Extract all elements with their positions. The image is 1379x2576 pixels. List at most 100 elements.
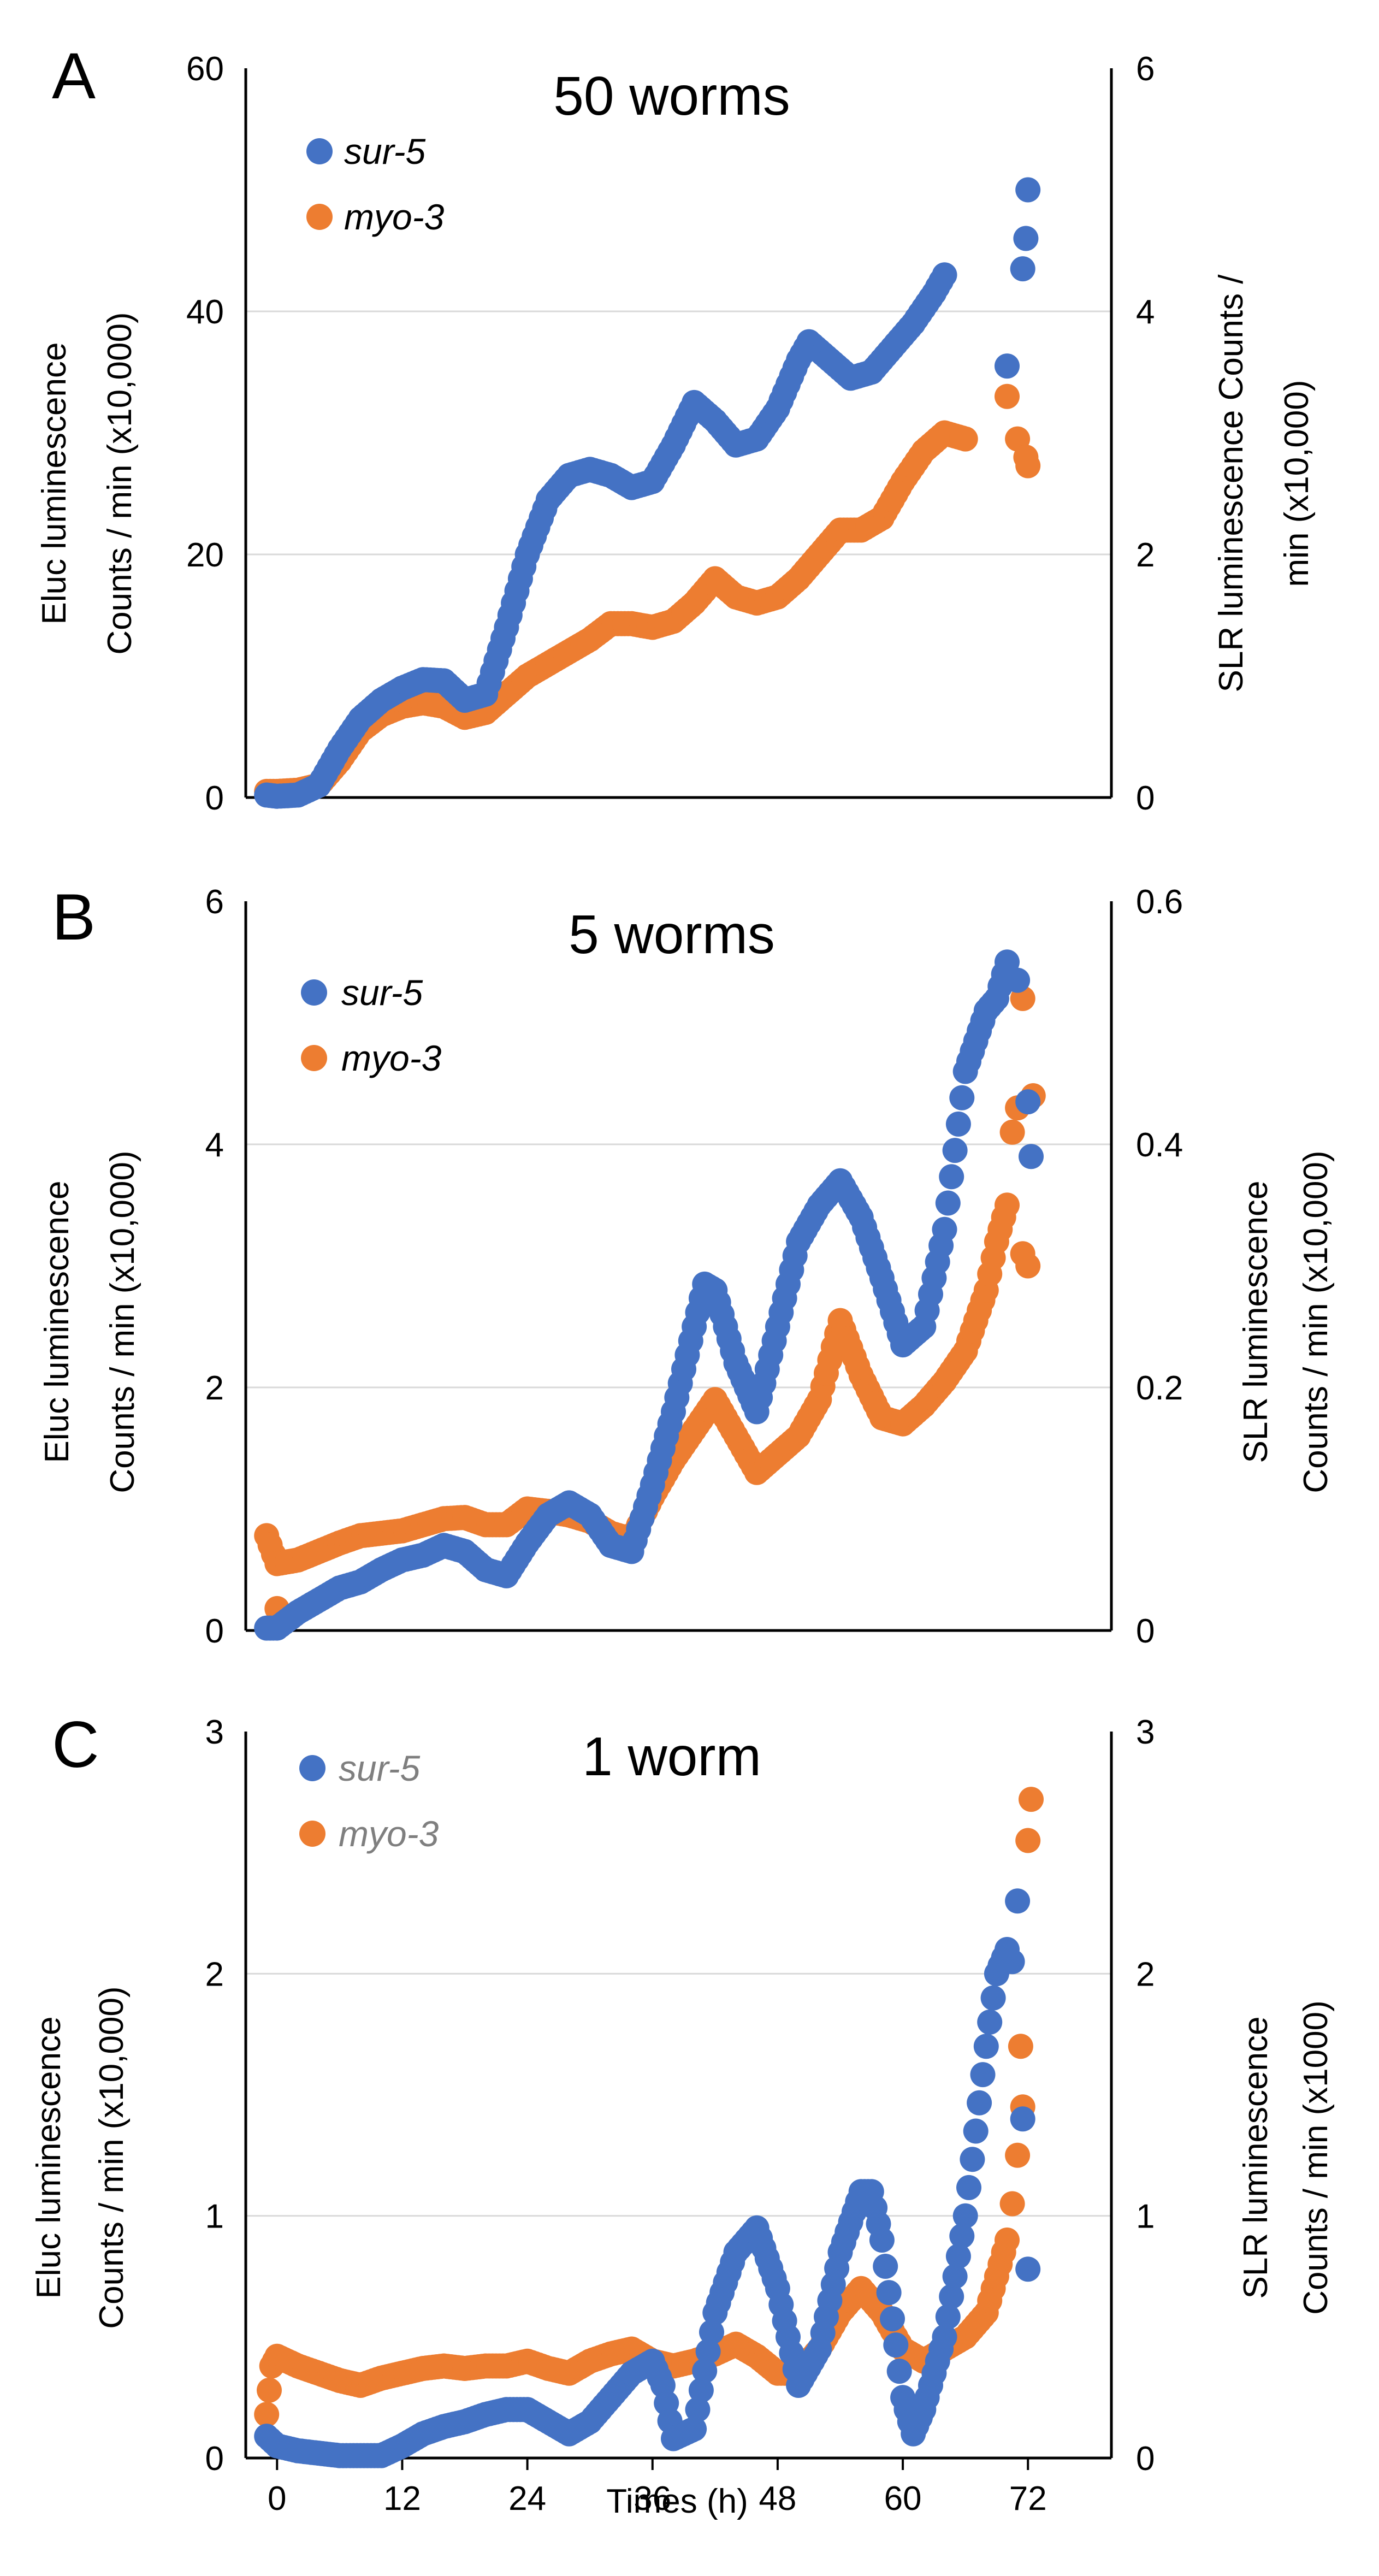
data-point-sur-5: [970, 2062, 996, 2088]
data-point-sur-5: [935, 2304, 961, 2330]
y-tick-right: 3: [1136, 1714, 1155, 1751]
data-point-sur-5: [688, 2377, 714, 2403]
data-point-sur-5: [945, 2243, 971, 2269]
legend-label-myo-3: myo-3: [339, 1813, 439, 1854]
data-point-myo-3: [995, 2228, 1020, 2253]
data-point-sur-5: [949, 1085, 975, 1110]
panel-a: A 50 worms sur-5 myo-3 Eluc luminescence…: [35, 39, 1316, 817]
y-axis-right-label-line-1: SLR luminescence: [1237, 2017, 1275, 2299]
x-tick-label: 36: [634, 2480, 671, 2518]
y-axis-right-label-line-1: SLR luminescence Counts /: [1212, 274, 1250, 693]
y-tick-left: 0: [205, 1612, 224, 1650]
data-point-myo-3: [952, 426, 978, 452]
data-point-sur-5: [869, 2228, 895, 2253]
plot-area: [244, 1732, 1113, 2470]
y-tick-right: 0: [1136, 2440, 1155, 2478]
data-point-myo-3: [1015, 453, 1041, 478]
y-tick-left: 4: [205, 1126, 224, 1164]
plot-area: [244, 901, 1113, 1641]
data-point-myo-3: [995, 1192, 1020, 1218]
legend-marker-sur-5: [301, 979, 327, 1006]
y-tick-right: 4: [1136, 293, 1155, 331]
data-point-sur-5: [995, 353, 1020, 379]
data-point-myo-3: [1005, 2142, 1031, 2168]
data-point-sur-5: [973, 2034, 999, 2059]
y-axis-left-label-line-1: Eluc luminescence: [35, 342, 73, 625]
y-tick-right: 0: [1136, 1612, 1155, 1650]
y-tick-left: 60: [186, 50, 224, 88]
y-axis-left-label-line-2: Counts / min (x10,000): [93, 1986, 131, 2329]
data-point-sur-5: [876, 2280, 902, 2306]
data-point-sur-5: [1010, 2106, 1035, 2132]
y-axis-right-label-line-1: SLR luminescence: [1237, 1181, 1275, 1463]
panel-letter: A: [52, 39, 96, 113]
data-point-myo-3: [999, 2191, 1025, 2217]
data-point-myo-3: [1008, 2034, 1033, 2059]
y-tick-right: 0.4: [1136, 1126, 1183, 1164]
data-point-sur-5: [880, 2306, 905, 2332]
y-tick-left: 0: [205, 779, 224, 817]
legend-label-sur-5: sur-5: [344, 131, 425, 172]
data-point-sur-5: [942, 1138, 968, 1163]
data-point-sur-5: [980, 1985, 1006, 2011]
data-point-myo-3: [254, 2402, 280, 2427]
y-tick-right: 6: [1136, 50, 1155, 88]
data-point-sur-5: [1019, 1144, 1044, 1169]
data-point-sur-5: [932, 2324, 957, 2350]
y-tick-right: 2: [1136, 536, 1155, 574]
data-point-myo-3: [257, 2377, 282, 2403]
data-point-sur-5: [685, 2397, 711, 2423]
data-point-myo-3: [999, 1119, 1025, 1145]
data-point-sur-5: [960, 2147, 985, 2172]
data-point-sur-5: [952, 2203, 978, 2229]
y-tick-right: 2: [1136, 1955, 1155, 1993]
legend-label-sur-5: sur-5: [339, 1748, 420, 1788]
data-point-sur-5: [939, 2284, 964, 2309]
data-point-sur-5: [695, 2338, 721, 2364]
y-axis-left-label-line-2: Counts / min (x10,000): [104, 1150, 141, 1493]
y-tick-left: 2: [205, 1955, 224, 1993]
data-point-sur-5: [949, 2223, 975, 2249]
data-point-sur-5: [1005, 1888, 1031, 1914]
y-tick-right: 0.6: [1136, 883, 1183, 921]
series-sur-5: [254, 949, 1044, 1641]
data-point-sur-5: [873, 2254, 898, 2279]
data-point-sur-5: [692, 2358, 718, 2384]
data-point-sur-5: [1005, 967, 1031, 993]
data-point-myo-3: [1019, 1787, 1044, 1812]
data-point-myo-3: [1015, 1253, 1041, 1279]
y-tick-left: 6: [205, 883, 224, 921]
plot-area: [244, 68, 1113, 809]
panel-b: B 5 worms sur-5 myo-3 Eluc luminescence …: [38, 881, 1335, 1650]
data-point-sur-5: [967, 2090, 992, 2116]
data-point-sur-5: [935, 1190, 961, 1216]
data-point-sur-5: [932, 262, 957, 288]
x-tick-label: 24: [508, 2480, 546, 2518]
x-axis-label: Times (h): [606, 2483, 748, 2520]
data-point-sur-5: [1015, 177, 1041, 203]
y-axis-left-label-line-2: Counts / min (x10,000): [101, 312, 139, 654]
data-point-sur-5: [999, 1949, 1025, 1975]
series-sur-5: [254, 177, 1041, 809]
y-axis-right-label-line-2: min (x10,000): [1278, 380, 1316, 587]
data-point-sur-5: [977, 2010, 1003, 2035]
data-point-myo-3: [995, 383, 1020, 409]
panel-letter: C: [52, 1708, 99, 1781]
series-myo-3: [254, 1787, 1044, 2427]
panel-c: C 1 worm sur-5 myo-3 Eluc luminescence C…: [30, 1708, 1335, 2520]
legend-marker-myo-3: [299, 1821, 325, 1847]
data-point-sur-5: [682, 2416, 707, 2442]
data-point-sur-5: [932, 1216, 957, 1242]
data-point-sur-5: [942, 2264, 968, 2289]
legend-label-sur-5: sur-5: [341, 972, 423, 1013]
x-tick-label: 48: [759, 2480, 796, 2518]
y-tick-left: 40: [186, 293, 224, 331]
data-point-sur-5: [1015, 2256, 1041, 2282]
y-axis-left-label-line-1: Eluc luminescence: [30, 2017, 68, 2299]
y-tick-right: 0.2: [1136, 1369, 1183, 1407]
y-tick-right: 0: [1136, 779, 1155, 817]
legend-marker-sur-5: [306, 138, 333, 164]
chart-title: 50 worms: [553, 66, 790, 127]
